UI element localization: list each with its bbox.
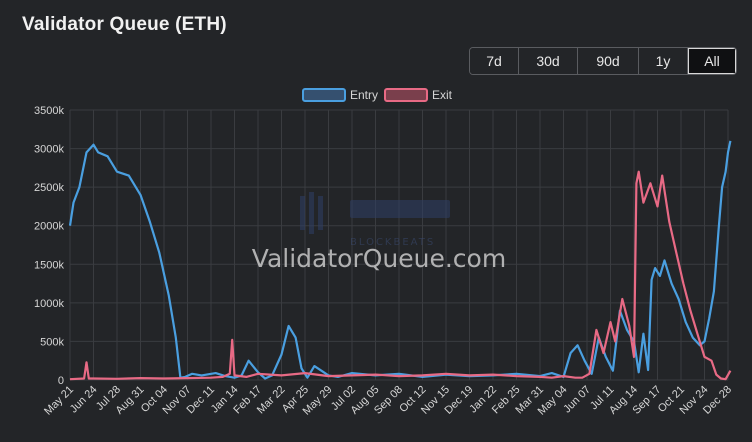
grid-lines <box>69 109 729 381</box>
watermark: BLOCKBEATS <box>300 192 450 248</box>
series-line-exit <box>69 170 732 381</box>
y-axis: 0 500k 1000k 1500k 2000k 2500k 3000k 3500k <box>34 105 64 387</box>
y-tick-label: 3500k <box>34 105 64 117</box>
x-tick-label: May 21 <box>42 384 76 418</box>
watermark-text: ValidatorQueue.com <box>252 244 506 273</box>
legend-label-exit: Exit <box>432 88 453 102</box>
range-button-90d[interactable]: 90d <box>578 48 639 74</box>
range-button-1y[interactable]: 1y <box>639 48 688 74</box>
range-button-all[interactable]: All <box>688 48 736 74</box>
range-selector: 7d 30d 90d 1y All <box>469 47 737 75</box>
y-tick-label: 1500k <box>34 259 64 271</box>
y-tick-label: 2000k <box>34 221 64 233</box>
legend: Entry Exit <box>302 88 453 102</box>
legend-item-exit[interactable]: Exit <box>384 88 453 102</box>
x-tick-label: Jun 24 <box>68 384 100 416</box>
blockbeats-logo-icon <box>300 192 450 234</box>
y-tick-label: 500k <box>40 336 64 348</box>
x-tick-label: Jun 07 <box>561 384 593 416</box>
legend-swatch-exit <box>384 88 428 102</box>
y-tick-label: 3000k <box>34 144 64 156</box>
legend-swatch-entry <box>302 88 346 102</box>
legend-label-entry: Entry <box>350 88 378 102</box>
y-tick-label: 1000k <box>34 298 64 310</box>
legend-item-entry[interactable]: Entry <box>302 88 378 102</box>
page-title: Validator Queue (ETH) <box>22 14 227 35</box>
range-button-7d[interactable]: 7d <box>470 48 519 74</box>
plot-lines <box>68 140 732 381</box>
watermark-sub: BLOCKBEATS <box>350 237 435 248</box>
y-tick-label: 2500k <box>34 182 64 194</box>
range-button-30d[interactable]: 30d <box>519 48 578 74</box>
y-tick-label: 0 <box>58 375 64 387</box>
